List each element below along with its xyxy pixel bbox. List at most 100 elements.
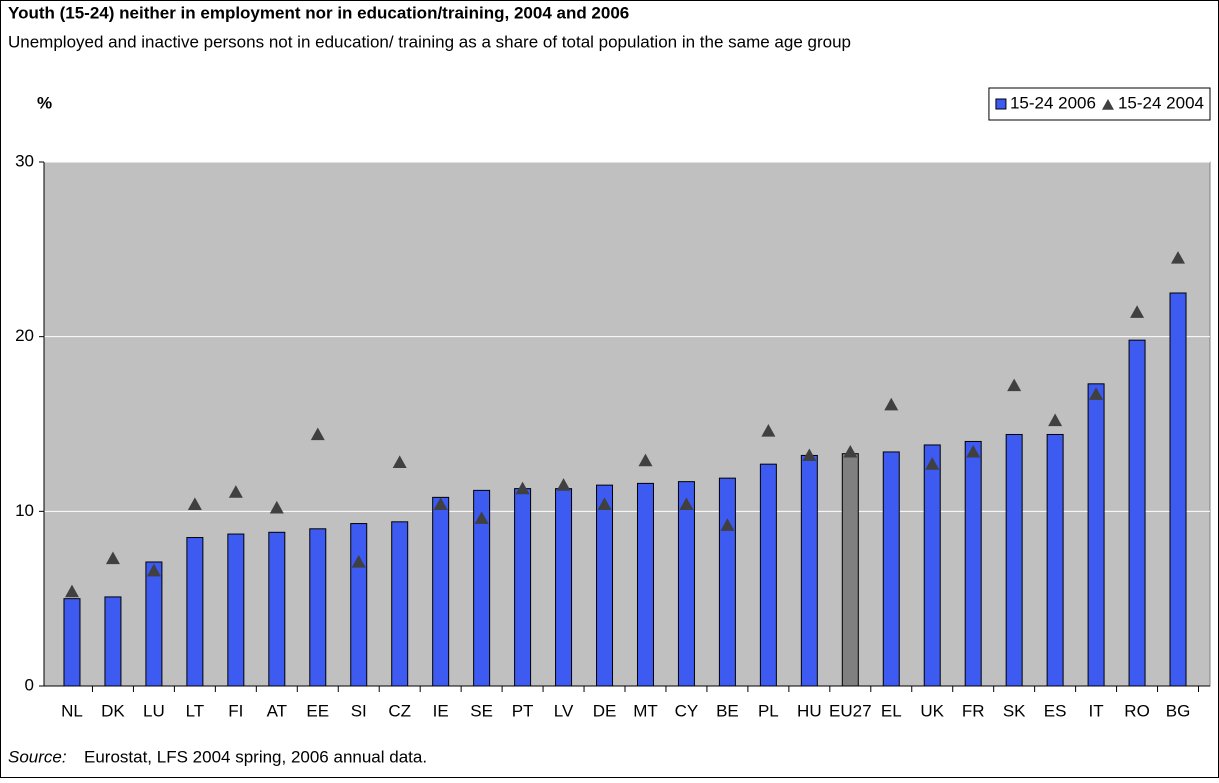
bar [596,484,614,687]
x-tick-label: FR [962,701,985,720]
bar [718,477,736,687]
x-tick-label: MT [633,701,658,720]
x-tick-label: BE [716,701,739,720]
x-tick-label: DE [593,701,617,720]
chart-title: Youth (15-24) neither in employment nor … [8,3,629,22]
bar [63,598,81,687]
marker [597,497,612,510]
legend-marker [1101,99,1114,110]
bar [268,531,286,687]
plot-area [43,161,1211,687]
marker [761,423,776,437]
x-tick-label: CY [675,701,699,720]
bar [677,481,695,687]
chart-subtitle: Unemployed and inactive persons not in e… [8,32,851,51]
marker [638,453,653,467]
x-tick-label: RO [1124,701,1150,720]
bar [514,488,532,687]
bar [636,482,654,687]
bar [145,561,163,687]
marker [802,448,817,462]
x-tick-label: AT [267,701,287,720]
marker [1130,305,1145,318]
legend-label: 15-24 2006 [1010,93,1096,112]
x-tick-label: CZ [388,701,411,720]
y-tick-label: 30 [15,151,34,170]
marker [1007,378,1022,392]
marker [187,497,202,510]
bar [350,523,368,687]
x-tick-label: NL [61,701,83,720]
marker [269,500,284,514]
marker [925,457,940,470]
x-tick-label: EE [306,701,329,720]
source: Eurostat, LFS 2004 spring, 2006 annual d… [84,747,427,766]
marker [228,485,243,498]
bar [104,596,122,687]
marker [679,497,694,510]
bar [186,537,204,687]
marker [433,497,448,510]
x-tick-label: IT [1089,701,1104,720]
bar [841,453,859,687]
bar [473,489,491,687]
marker [392,455,407,469]
bar [1128,339,1146,687]
bar [432,496,450,687]
y-axis-label: % [37,93,52,112]
marker [1048,413,1063,427]
bar [800,454,818,687]
marker [843,444,858,458]
x-tick-label: PT [512,701,534,720]
legend-swatch [995,98,1007,110]
marker [515,481,530,495]
x-tick-label: LU [143,701,165,720]
bar [923,444,941,687]
x-tick-label: PL [758,701,779,720]
x-tick-label: LV [554,701,574,720]
bar [309,528,327,687]
bar [882,451,900,687]
x-tick-label: SI [351,701,367,720]
y-tick-label: 0 [25,675,34,694]
x-tick-label: EU27 [829,701,872,720]
marker [351,554,366,568]
bar [555,488,573,687]
marker [884,397,899,411]
legend-label: 15-24 2004 [1118,93,1204,112]
marker [105,551,120,565]
bar [391,521,409,687]
bar [227,533,245,687]
x-tick-label: BG [1166,701,1191,720]
x-tick-label: EL [881,701,902,720]
marker [146,563,161,577]
x-tick-label: SK [1003,701,1026,720]
source-label: Source: [8,747,67,766]
bar [1005,433,1023,687]
y-tick-label: 20 [15,326,34,345]
x-tick-label: IE [433,701,449,720]
x-tick-label: ES [1044,701,1067,720]
y-tick-label: 10 [15,501,34,520]
legend [988,87,1211,121]
marker [64,584,79,598]
marker [720,518,735,531]
bar [964,440,982,687]
x-tick-label: LT [186,701,205,720]
x-tick-label: HU [797,701,822,720]
x-tick-label: FI [228,701,243,720]
marker [474,511,489,524]
marker [1089,387,1104,400]
bar [1087,383,1105,687]
bar [1046,433,1064,687]
bar [759,463,777,687]
marker [966,444,981,458]
x-tick-label: DK [101,701,125,720]
bar [1169,292,1187,687]
marker [1171,251,1186,264]
marker [310,427,325,441]
marker [556,478,571,491]
x-tick-label: UK [920,701,944,720]
